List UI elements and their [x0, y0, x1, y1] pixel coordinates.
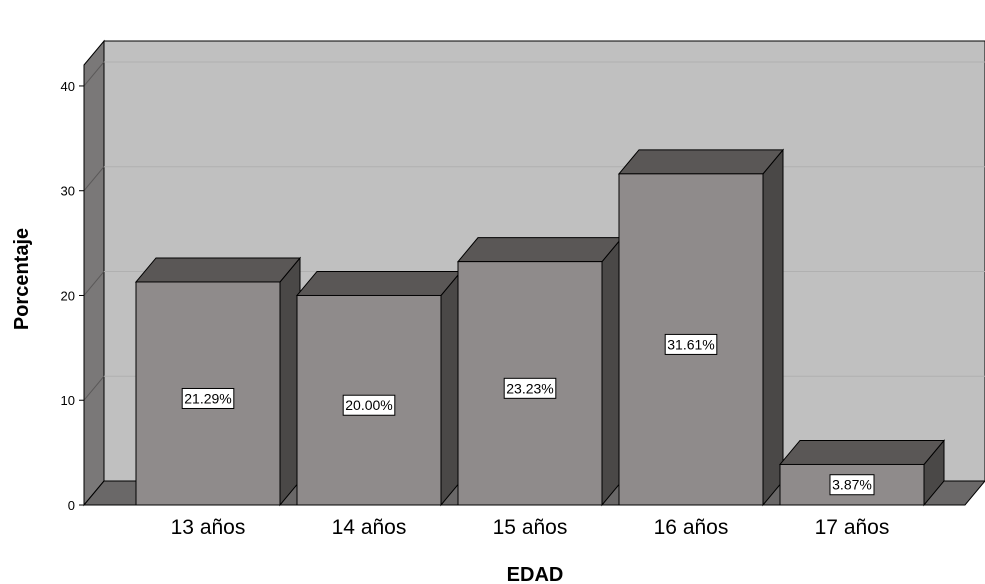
bar: 21.29% [134, 256, 302, 507]
y-tick-label: 20 [61, 288, 75, 303]
gridline [83, 166, 105, 192]
data-label-box [829, 474, 875, 496]
x-axis-title: EDAD [507, 564, 564, 584]
side-wall [83, 39, 105, 507]
x-tick-label: 15 años [493, 516, 568, 539]
gridline [83, 61, 105, 87]
y-tick-label: 40 [61, 79, 75, 94]
bar-top [617, 149, 785, 175]
bar-top [295, 270, 463, 296]
bar: 20.00% [295, 270, 463, 507]
y-tick-label: 10 [61, 393, 75, 408]
bar-top [778, 439, 946, 465]
gridline [83, 271, 105, 296]
data-label: 23.23% [506, 380, 553, 396]
bar: 23.23% [456, 236, 624, 507]
bar-side [762, 148, 784, 507]
data-label-box [664, 333, 718, 355]
data-label-box [342, 394, 396, 416]
x-axis: 13 años 14 años 15 años 16 años 17 años [84, 504, 965, 539]
data-label: 20.00% [345, 397, 392, 413]
bar-front [135, 281, 281, 506]
gridline [83, 375, 105, 401]
bars: 21.29% 20.00% 23.23% 31.61% 3.87% [134, 148, 946, 507]
bar-top [456, 237, 624, 263]
y-tick-label: 0 [68, 498, 75, 513]
data-label: 3.87% [832, 477, 872, 493]
bar: 31.61% [617, 148, 785, 507]
y-tick-label: 30 [61, 184, 75, 199]
data-label: 31.61% [667, 336, 714, 352]
x-tick-label: 13 años [171, 516, 246, 539]
data-label-box [503, 377, 557, 399]
x-tick-label: 14 años [332, 516, 407, 539]
x-tick-label: 17 años [815, 516, 890, 539]
data-label: 21.29% [184, 390, 231, 406]
bar-top [134, 257, 302, 283]
y-axis-title: Porcentaje [11, 228, 33, 330]
bar: 3.87% [778, 439, 946, 507]
y-axis: 0 10 20 30 40 [61, 65, 85, 513]
x-tick-label: 16 años [654, 516, 729, 539]
data-label-box [181, 387, 235, 409]
